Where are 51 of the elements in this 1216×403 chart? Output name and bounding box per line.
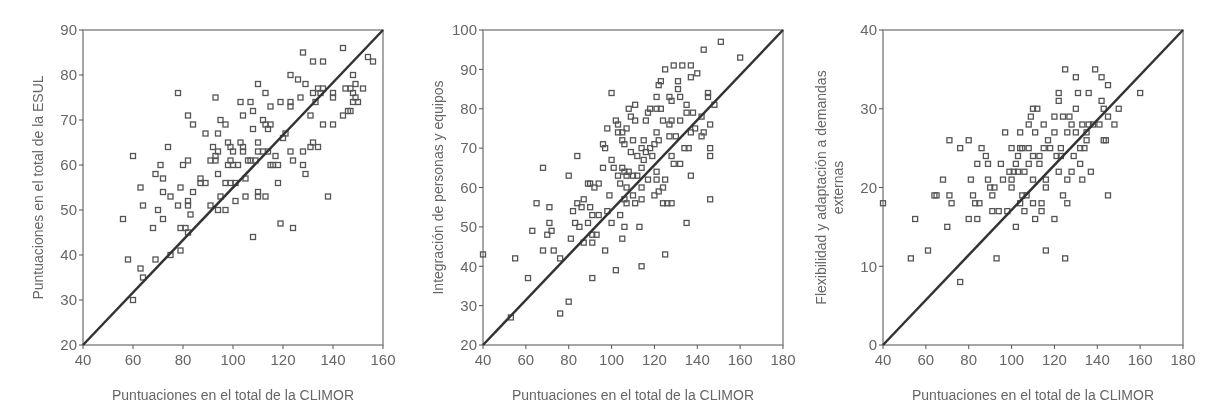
x-tick-label: 40	[874, 351, 892, 368]
y-tick-label: 20	[60, 336, 77, 354]
x-tick-label: 140	[320, 351, 346, 368]
x-tick-label: 160	[1127, 351, 1153, 368]
x-tick-label: 80	[174, 351, 192, 368]
x-tick-label: 160	[727, 351, 753, 368]
y-tick-label: 30	[60, 291, 77, 309]
y-tick-label: 0	[868, 336, 877, 354]
x-axis-title: Puntuaciones en el total de la CLIMOR	[911, 387, 1155, 403]
y-tick-label: 30	[860, 100, 877, 117]
x-tick-label: 80	[960, 351, 978, 368]
x-tick-label: 40	[74, 351, 92, 368]
y-tick-label: 40	[60, 246, 77, 264]
y-tick-label: 50	[60, 201, 77, 219]
y-tick-label: 10	[860, 257, 877, 275]
y-tick-label: 30	[460, 296, 477, 314]
y-tick-label: 100	[451, 21, 477, 39]
x-tick-label: 40	[474, 351, 492, 368]
x-tick-label: 120	[270, 351, 296, 368]
y-tick-label: 60	[460, 178, 477, 196]
y-tick-label: 20	[860, 178, 877, 196]
x-tick-label: 160	[370, 351, 396, 368]
y-axis-title: Flexibilidad y adaptación a demandas externas	[813, 70, 846, 305]
x-tick-label: 180	[1170, 351, 1196, 368]
y-tick-label: 40	[860, 21, 877, 39]
x-tick-label: 140	[1084, 351, 1110, 368]
y-tick-label: 20	[460, 336, 477, 354]
y-tick-label: 70	[460, 139, 477, 157]
x-tick-label: 140	[684, 351, 710, 368]
x-axis-title: Puntuaciones en el total de la CLIMOR	[111, 387, 355, 403]
y-tick-label: 80	[60, 66, 77, 84]
x-tick-label: 100	[999, 351, 1025, 368]
x-axis-title: Puntuaciones en el total de la CLIMOR	[511, 387, 755, 403]
x-tick-label: 120	[1041, 351, 1067, 368]
y-axis-title: Puntuaciones en el total de la ESUL	[30, 75, 46, 300]
x-tick-label: 60	[517, 351, 535, 368]
x-tick-label: 60	[917, 351, 935, 368]
y-tick-label: 80	[460, 100, 477, 117]
x-tick-label: 80	[560, 351, 578, 368]
y-tick-label: 60	[60, 156, 77, 174]
y-tick-label: 90	[60, 21, 77, 39]
y-tick-label: 90	[460, 60, 477, 78]
x-tick-label: 120	[641, 351, 667, 368]
y-axis-title: Integración de personas y equipos	[430, 80, 446, 295]
y-tick-label: 50	[460, 218, 477, 236]
y-tick-label: 40	[460, 257, 477, 275]
x-tick-label: 180	[770, 351, 796, 368]
y-tick-label: 70	[60, 111, 77, 129]
x-tick-label: 100	[220, 351, 246, 368]
x-tick-label: 60	[124, 351, 142, 368]
x-tick-label: 100	[599, 351, 625, 368]
